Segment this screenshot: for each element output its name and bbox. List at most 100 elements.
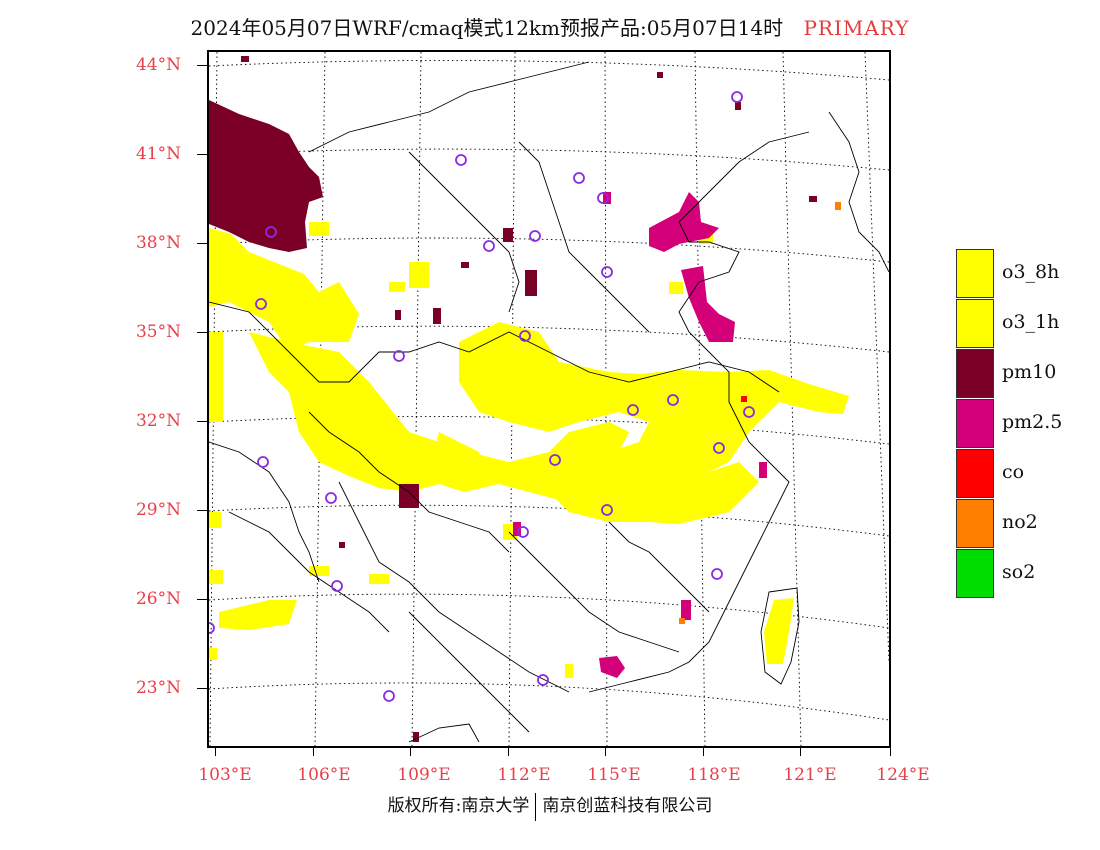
city-marker [331,580,343,592]
lat-tick [197,688,207,689]
legend-label: o3_1h [1002,311,1060,333]
pm25-patch [759,462,767,478]
lat-label-26n: 26°N [135,589,181,609]
o3-patch [209,332,223,422]
pm10-patch [241,56,249,62]
hainan-outline [408,723,480,743]
pm25-areas [513,192,767,678]
city-marker [325,492,337,504]
o3-patch [389,282,405,292]
grid-lat-23n [209,682,889,721]
city-marker [711,568,723,580]
city-marker [383,690,395,702]
city-marker [393,350,405,362]
o3-patch [209,512,221,528]
o3-region-west [209,228,359,352]
grid-lon-124e [864,52,889,663]
footer-divider [535,792,537,821]
lat-label-44n: 44°N [135,55,181,75]
o3-patch [309,222,329,236]
boundary-line [338,481,570,693]
grid-lat-41n [209,148,889,171]
legend-label: pm10 [1002,361,1057,383]
pm10-patch [461,262,469,268]
city-marker [597,192,609,204]
pm10-patch [433,308,441,324]
boundary-line [518,141,650,333]
lat-label-41n: 41°N [135,144,181,164]
copyright-footer: 版权所有:南京大学 南京创蓝科技有限公司 [0,791,1100,821]
grid-lat-38n [209,237,889,263]
o3-patch [309,566,329,576]
boundary-line [209,441,320,583]
city-marker [519,330,531,342]
city-marker [255,298,267,310]
o3-patch [565,664,573,678]
lon-label-106e: 106°E [297,765,351,785]
lat-tick [197,332,207,333]
co-spot [741,396,747,402]
lon-tick [605,748,606,756]
pm25-patch [681,600,691,620]
pm10-patch [525,270,537,296]
boundary-line [209,301,780,393]
lat-tick [197,421,207,422]
title-text: 2024年05月07日WRF/cmaq模式12km预报产品:05月07日14时 [190,16,784,40]
grid-lat-29n [209,504,889,537]
lon-tick [800,748,801,756]
lat-tick [197,599,207,600]
lat-tick [197,65,207,66]
lon-tick [703,748,704,756]
legend-label: pm2.5 [1002,411,1063,433]
lon-label-121e: 121°E [783,765,837,785]
boundary-line [228,511,390,633]
lat-tick [197,243,207,244]
lon-label-109e: 109°E [397,765,451,785]
copyright-left: 版权所有:南京大学 [387,796,530,816]
city-marker [265,226,277,238]
o3-areas [209,222,849,678]
pm25-region-guangdong [599,656,625,678]
city-marker [601,266,613,278]
legend-swatch [956,449,994,498]
city-marker [257,456,269,468]
map-panel[interactable] [207,50,891,748]
boundary-line [608,521,710,613]
pm10-region-inner-mongolia [209,100,323,252]
lat-label-32n: 32°N [135,411,181,431]
city-marker [743,406,755,418]
lon-label-115e: 115°E [587,765,641,785]
coastline [828,111,889,273]
city-marker [537,674,549,686]
legend-label: so2 [1002,561,1036,583]
city-marker [667,394,679,406]
city-marker [209,622,215,634]
no2-spot [679,618,685,624]
co-no2-spots [679,202,841,624]
forecast-map [209,52,889,746]
boundary-line [408,611,530,733]
pm10-patch [657,72,663,78]
city-marker [713,442,725,454]
map-title: 2024年05月07日WRF/cmaq模式12km预报产品:05月07日14时 … [0,12,1100,41]
no2-spot [835,202,841,210]
pm10-patch [503,228,513,242]
o3-region-jiangnan [649,452,759,524]
lon-tick [215,748,216,756]
o3-region-central [459,322,849,522]
boundary-line [308,61,590,153]
grid-lon-109e [411,52,422,746]
coastline [588,131,810,693]
city-marker [529,230,541,242]
legend-swatch [956,549,994,598]
lat-label-35n: 35°N [135,322,181,342]
lon-tick [313,748,314,756]
lat-label-38n: 38°N [135,233,181,253]
lat-label-23n: 23°N [135,678,181,698]
city-marker [517,526,529,538]
o3-patch [409,262,429,288]
o3-patch [209,570,223,584]
o3-patch [669,282,683,294]
title-primary-tag: PRIMARY [803,16,910,40]
pm25-region-jingjintan [649,192,719,252]
